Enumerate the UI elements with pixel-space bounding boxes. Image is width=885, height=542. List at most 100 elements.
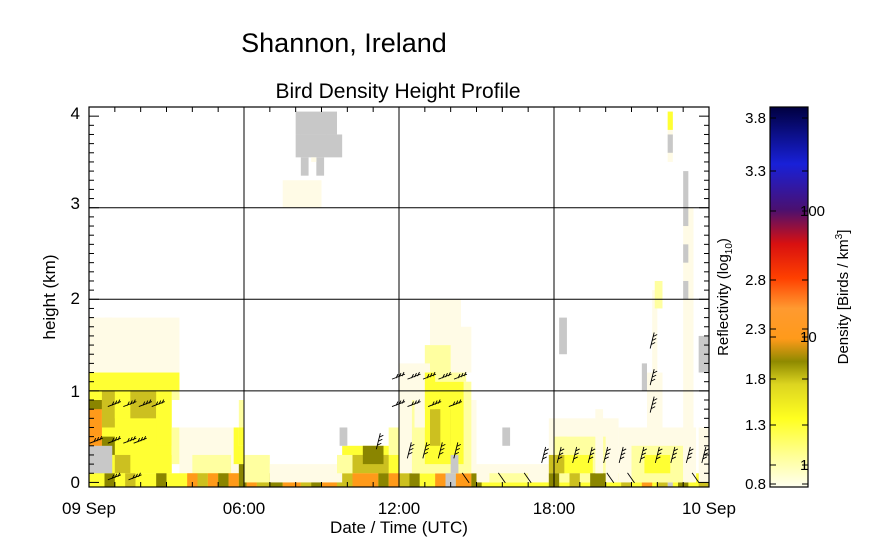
heatmap-cell [455,473,472,487]
heatmap-cell [595,409,604,474]
wind-barb [128,472,142,481]
grid-lines [89,107,709,487]
heatmap-cell [388,473,399,487]
wind-barb [422,442,431,459]
heatmap-cell [644,454,671,474]
wind-barbs [89,332,709,484]
heatmap-cell [218,473,229,487]
x-tick-label-4: 10 Sep [682,499,736,518]
wind-barb [107,472,121,481]
wind-barb [438,371,452,380]
wind-barb [375,433,384,450]
wind-barb [603,446,611,464]
heatmap-cell [435,473,446,487]
heatmap-cell [647,372,663,437]
wind-barb [497,472,506,484]
heatmap-cell [654,280,663,309]
colorbar-left-tick-4: 2.3 [745,321,766,338]
heatmap-cell [101,390,115,428]
heatmap-cell [414,400,425,428]
heatmap-cell [269,464,343,483]
heatmap-cell [89,445,113,474]
heatmap-cell [311,157,317,162]
wind-barb [448,399,462,408]
heatmap-cell [89,372,180,391]
heatmap-cell [399,473,410,487]
chart-subtitle: Bird Density Height Profile [275,80,520,103]
wind-barb [556,446,565,464]
heatmap-cell [156,400,172,446]
heatmap-cell [197,473,208,487]
y-tick-label-3: 3 [71,194,80,213]
colorbar-right-label: Density [Birds / km3] [834,230,852,365]
wind-barb [422,371,437,380]
wind-barb [138,399,152,408]
colorbar-ticks [770,117,808,485]
heatmap-cell [569,473,580,487]
wind-barb [437,442,446,459]
heatmap-cell [667,134,673,153]
heatmap-cell [440,400,451,455]
wind-barb [701,446,709,464]
colorbar-left-tick-2: 1.3 [745,417,766,434]
heatmap-cell [238,464,247,487]
heatmap-cell [502,427,511,446]
y-tick-label-0: 0 [71,473,80,492]
heatmap-cell [548,454,565,474]
colorbar-left-tick-6: 3.3 [745,163,766,180]
heatmap-cell [683,244,689,263]
heatmap-cell [378,473,389,487]
wind-barb [618,446,627,464]
x-tick-label-2: 12:00 [378,499,421,518]
x-tick-label-1: 06:00 [223,499,266,518]
heatmap-cell [409,473,420,487]
wind-barb [691,472,700,484]
colorbar-left-tick-7: 3.8 [745,110,766,127]
heatmap-cell [89,317,100,373]
heatmap-cell [590,473,606,487]
wind-barb [649,332,658,349]
wind-barb [123,399,137,408]
heatmap-cell [104,317,113,355]
wind-barb [391,399,406,408]
heatmap-cell [114,454,131,474]
wind-barb [123,436,137,444]
heatmap-cell [362,445,384,465]
heatmap-cell [114,400,131,419]
colorbar-right-tick-2: 100 [800,203,825,220]
chart-title: Shannon, Ireland [241,28,447,58]
heatmap-cell [667,111,673,130]
heatmap-cell [652,290,658,373]
wind-barb [649,396,658,413]
wind-barb [453,442,462,459]
wind-barb [461,472,470,484]
y-axis-label: height (km) [40,254,59,339]
wind-barb [587,446,596,464]
wind-barb [407,399,421,408]
heatmap-cell [207,473,219,487]
heatmap-cell [683,171,689,227]
colorbar-left-tick-1: 1 [800,457,808,474]
wind-barb [428,399,442,408]
heatmap-cell [316,157,325,176]
colorbar-left-label: Reflectivity (log10) [715,238,735,356]
y-tick-label-1: 1 [71,382,80,401]
x-tick-label-3: 18:00 [533,499,576,518]
heatmap-cell [125,473,136,487]
heatmap-cell [337,454,353,474]
wind-barb [654,446,663,464]
wind-barb [606,472,615,484]
colorbar-left-tick-0: 0.8 [745,476,766,493]
heatmap-cell [683,280,689,300]
heatmap-cell [450,326,472,373]
heatmap-cell [352,473,379,487]
wind-barb [407,371,421,380]
heatmap-cell [683,207,694,483]
wind-barb [685,446,694,464]
heatmap-cell [445,473,456,487]
wind-barb [391,371,406,380]
heatmap-cell [559,436,567,455]
colorbar-left-tick-3: 1.8 [745,371,766,388]
x-tick-label-0: 09 Sep [62,499,116,518]
